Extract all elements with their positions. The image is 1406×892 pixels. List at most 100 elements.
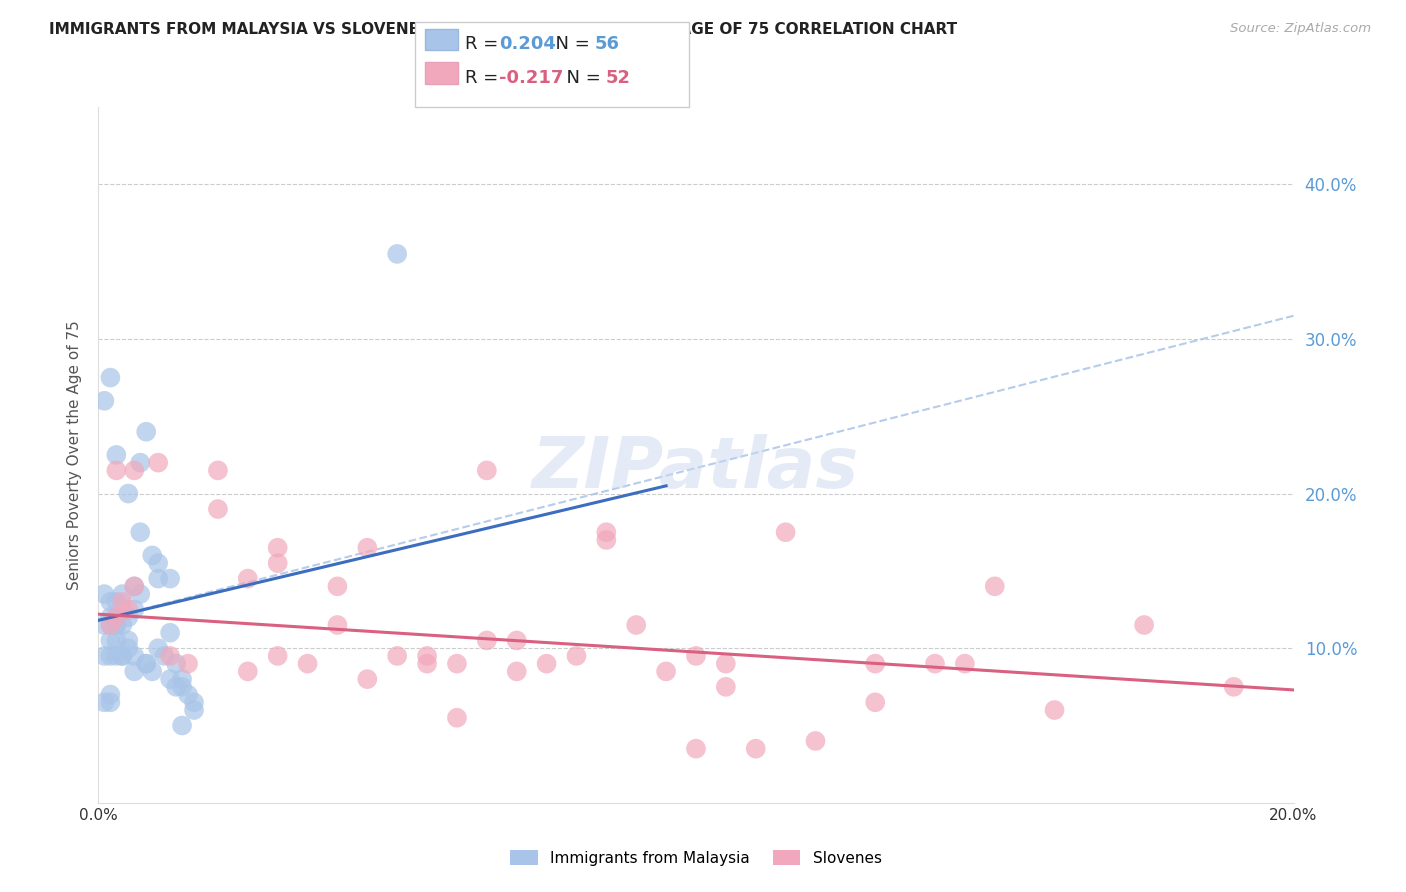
Point: [98, 648, 122, 663]
Point: [267, 648, 290, 663]
Point: [93, 695, 115, 709]
Point: [117, 486, 139, 500]
Legend: Immigrants from Malaysia, Slovenes: Immigrants from Malaysia, Slovenes: [505, 844, 887, 871]
Point: [98, 618, 122, 632]
Point: [111, 595, 134, 609]
Text: R =: R =: [465, 69, 505, 87]
Y-axis label: Seniors Poverty Over the Age of 75: Seniors Poverty Over the Age of 75: [67, 320, 83, 590]
Point: [159, 672, 181, 686]
Point: [105, 610, 128, 624]
Point: [124, 665, 146, 679]
Text: ZIPatlas: ZIPatlas: [533, 434, 859, 503]
Point: [565, 648, 588, 663]
Point: [236, 665, 259, 679]
Point: [626, 618, 648, 632]
Point: [714, 680, 737, 694]
Point: [141, 549, 163, 563]
Point: [385, 648, 409, 663]
Point: [148, 641, 170, 656]
Point: [117, 602, 139, 616]
Point: [165, 657, 187, 671]
Text: N =: N =: [555, 69, 607, 87]
Point: [105, 633, 128, 648]
Point: [93, 618, 115, 632]
Point: [98, 695, 122, 709]
Point: [98, 633, 122, 648]
Point: [685, 648, 707, 663]
Point: [177, 657, 200, 671]
Point: [953, 657, 976, 671]
Point: [326, 618, 349, 632]
Point: [207, 502, 229, 516]
Text: -0.217: -0.217: [499, 69, 564, 87]
Point: [111, 618, 134, 632]
Point: [775, 525, 797, 540]
Point: [117, 610, 139, 624]
Point: [475, 463, 498, 477]
Point: [1133, 618, 1156, 632]
Point: [536, 657, 558, 671]
Point: [356, 541, 378, 555]
Point: [129, 587, 152, 601]
Point: [159, 572, 181, 586]
Point: [236, 572, 259, 586]
Point: [98, 595, 122, 609]
Point: [117, 633, 139, 648]
Point: [924, 657, 946, 671]
Point: [655, 665, 678, 679]
Point: [446, 711, 468, 725]
Text: Source: ZipAtlas.com: Source: ZipAtlas.com: [1230, 22, 1371, 36]
Point: [416, 657, 439, 671]
Point: [745, 741, 768, 756]
Text: 56: 56: [595, 35, 620, 53]
Point: [267, 556, 290, 570]
Point: [326, 579, 349, 593]
Point: [267, 541, 290, 555]
Point: [98, 618, 122, 632]
Point: [111, 587, 134, 601]
Point: [475, 633, 498, 648]
Point: [98, 688, 122, 702]
Point: [595, 525, 617, 540]
Point: [416, 648, 439, 663]
Point: [153, 648, 176, 663]
Point: [98, 370, 122, 384]
Point: [183, 695, 205, 709]
Point: [129, 525, 152, 540]
Point: [506, 665, 529, 679]
Point: [141, 665, 163, 679]
Point: [105, 618, 128, 632]
Point: [93, 648, 115, 663]
Point: [506, 633, 529, 648]
Point: [105, 595, 128, 609]
Point: [865, 695, 887, 709]
Point: [172, 680, 194, 694]
Point: [111, 648, 134, 663]
Point: [446, 657, 468, 671]
Point: [111, 648, 134, 663]
Point: [135, 657, 157, 671]
Point: [297, 657, 319, 671]
Point: [148, 456, 170, 470]
Point: [124, 579, 146, 593]
Point: [124, 648, 146, 663]
Point: [685, 741, 707, 756]
Point: [1223, 680, 1246, 694]
Point: [595, 533, 617, 547]
Point: [183, 703, 205, 717]
Point: [105, 618, 128, 632]
Point: [124, 602, 146, 616]
Point: [124, 463, 146, 477]
Point: [865, 657, 887, 671]
Point: [105, 463, 128, 477]
Point: [117, 641, 139, 656]
Point: [135, 657, 157, 671]
Point: [356, 672, 378, 686]
Point: [98, 610, 122, 624]
Point: [148, 556, 170, 570]
Text: 52: 52: [606, 69, 631, 87]
Point: [105, 648, 128, 663]
Point: [804, 734, 827, 748]
Point: [148, 572, 170, 586]
Text: N =: N =: [544, 35, 596, 53]
